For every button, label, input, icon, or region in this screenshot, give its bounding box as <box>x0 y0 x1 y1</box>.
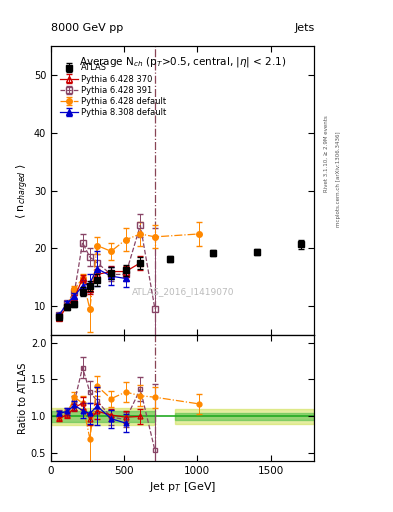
Text: ATLAS_2016_I1419070: ATLAS_2016_I1419070 <box>132 287 234 296</box>
Text: Rivet 3.1.10, ≥ 2.9M events: Rivet 3.1.10, ≥ 2.9M events <box>324 115 329 192</box>
Bar <box>175 409 314 424</box>
Text: Jets: Jets <box>294 23 314 33</box>
Text: Average N$_{ch}$ (p$_{T}$>0.5, central, |$\eta$| < 2.1): Average N$_{ch}$ (p$_{T}$>0.5, central, … <box>79 55 286 69</box>
Bar <box>51 408 155 425</box>
Text: 8000 GeV pp: 8000 GeV pp <box>51 23 123 33</box>
Bar <box>51 411 155 421</box>
X-axis label: Jet p$_{T}$ [GeV]: Jet p$_{T}$ [GeV] <box>149 480 216 494</box>
Y-axis label: Ratio to ATLAS: Ratio to ATLAS <box>18 362 28 434</box>
Y-axis label: $\langle$ n$_{charged}$ $\rangle$: $\langle$ n$_{charged}$ $\rangle$ <box>15 163 31 219</box>
Text: mcplots.cern.ch [arXiv:1306.3436]: mcplots.cern.ch [arXiv:1306.3436] <box>336 132 341 227</box>
Legend: ATLAS, Pythia 6.428 370, Pythia 6.428 391, Pythia 6.428 default, Pythia 8.308 de: ATLAS, Pythia 6.428 370, Pythia 6.428 39… <box>58 62 168 118</box>
Bar <box>175 413 314 420</box>
